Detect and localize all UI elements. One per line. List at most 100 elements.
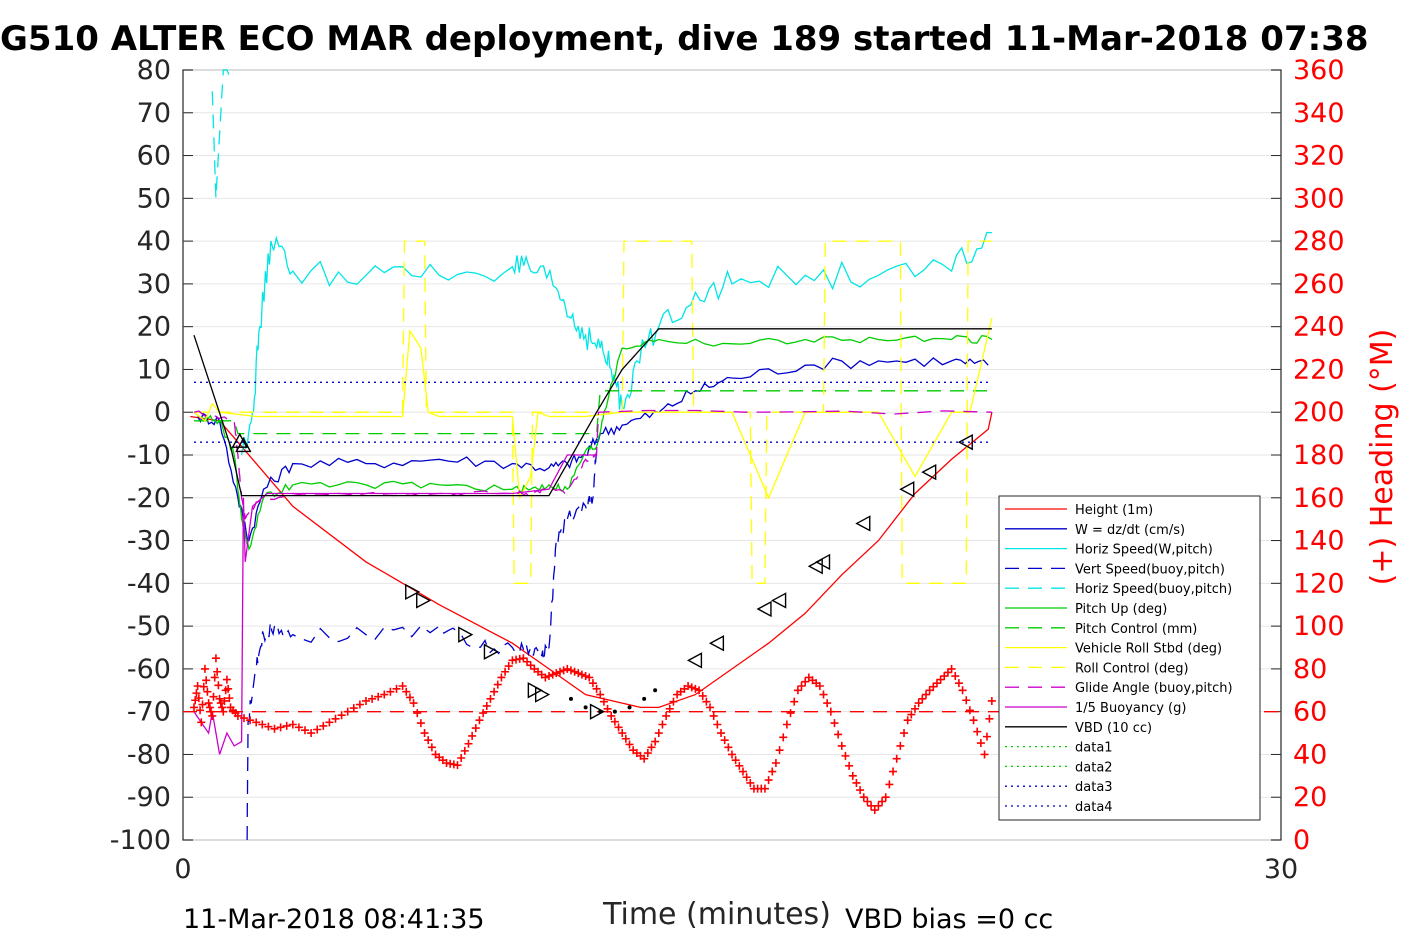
heading-point [775, 746, 784, 755]
heading-point [424, 736, 433, 745]
heading-point [196, 706, 205, 715]
heading-point [294, 723, 303, 732]
heading-point [596, 690, 605, 699]
heading-point [559, 666, 568, 675]
heading-point [566, 666, 575, 675]
heading-point [841, 751, 850, 760]
dive-marker [957, 433, 973, 451]
heading-point [204, 699, 213, 708]
heading-point [907, 710, 916, 719]
heading-point [867, 801, 876, 810]
heading-point [702, 697, 711, 706]
heading-point [969, 716, 978, 725]
heading-point [218, 703, 227, 712]
heading-point [519, 654, 528, 663]
heading-point [738, 767, 747, 776]
heading-point [819, 690, 828, 699]
heading-point [900, 729, 909, 738]
dive-marker [771, 592, 787, 609]
y-tick-label-right: 160 [1293, 483, 1345, 514]
dive-marker [815, 553, 831, 571]
heading-point [468, 731, 477, 740]
heading-point [643, 749, 652, 758]
series-line [211, 69, 232, 199]
heading-point [878, 797, 887, 806]
dive-marker [534, 686, 551, 703]
heading-point [194, 694, 203, 703]
legend-label: Glide Angle (buoy,pitch) [1075, 681, 1233, 696]
heading-point [764, 776, 773, 785]
y-tick-label-right: 20 [1293, 782, 1327, 813]
heading-point [501, 667, 510, 676]
heading-point [965, 706, 974, 715]
heading-point [197, 718, 206, 727]
apex-point [583, 705, 588, 710]
apex-point [568, 696, 573, 701]
y-axis-right: 3603403203002802602402202001801601401201… [1271, 55, 1345, 856]
y-tick-label-right: 120 [1293, 568, 1345, 599]
dive-marker [855, 515, 871, 532]
heading-point [929, 682, 938, 691]
legend-label: W = dz/dt (cm/s) [1075, 523, 1185, 538]
x-tick-label: 0 [174, 854, 191, 885]
heading-point [947, 664, 956, 673]
y-tick-label-right: 100 [1293, 611, 1345, 642]
heading-point [199, 682, 208, 691]
heading-point [545, 672, 553, 681]
heading-point [202, 676, 211, 685]
heading-point [801, 677, 810, 686]
heading-point [581, 672, 590, 681]
heading-point [240, 714, 248, 723]
heading-point [896, 741, 905, 750]
apex-point [627, 705, 632, 710]
legend-label: VBD (10 cc) [1075, 721, 1152, 736]
dive-marker [527, 682, 543, 699]
heading-point [457, 754, 466, 763]
heading-point [475, 716, 484, 725]
heading-point [742, 773, 751, 782]
heading-point [768, 767, 777, 776]
y-tick-label-right: 340 [1293, 98, 1345, 129]
y-tick-label-left: 40 [137, 226, 171, 257]
dive-marker [405, 583, 421, 601]
heading-point [362, 696, 370, 705]
dive-marker [589, 703, 606, 720]
heading-point [958, 686, 967, 695]
y-tick-label-left: -10 [127, 440, 171, 471]
y-tick-label-left: 30 [137, 269, 171, 300]
heading-point [225, 694, 234, 703]
apex-point [642, 696, 647, 701]
dive-marker [416, 592, 432, 609]
dive-marker [807, 558, 823, 575]
chart-title: G510 ALTER ECO MAR deployment, dive 189 … [0, 19, 1369, 59]
heading-point [669, 697, 678, 706]
heading-point [837, 741, 846, 750]
heading-point [288, 720, 297, 729]
series-layer [190, 69, 993, 841]
heading-point [374, 692, 383, 701]
y-tick-label-right: 80 [1293, 654, 1327, 685]
heading-point [874, 801, 883, 810]
heading-point [985, 714, 994, 723]
heading-point [222, 675, 231, 684]
y-tick-label-right: 0 [1293, 825, 1310, 856]
heading-point [687, 683, 696, 692]
heading-point [746, 778, 755, 787]
apex-point [598, 709, 603, 714]
heading-point [392, 684, 401, 693]
legend-label: data3 [1075, 780, 1113, 795]
heading-point [416, 719, 425, 728]
heading-point [987, 696, 996, 705]
heading-point [881, 793, 890, 802]
heading-point [834, 730, 843, 739]
heading-point [355, 700, 364, 709]
heading-point [859, 793, 868, 802]
heading-point [343, 707, 352, 716]
y-axis-left: 80 70 60 50 40 30 20 10 0 -10 -20 -30 -40 -50 -60 -70 -8… [110, 55, 193, 856]
heading-point [331, 714, 340, 723]
heading-point [482, 701, 491, 710]
legend-label: data2 [1075, 760, 1113, 775]
y-tick-label-left: -90 [127, 782, 171, 813]
y-tick-label-right: 60 [1293, 697, 1327, 728]
